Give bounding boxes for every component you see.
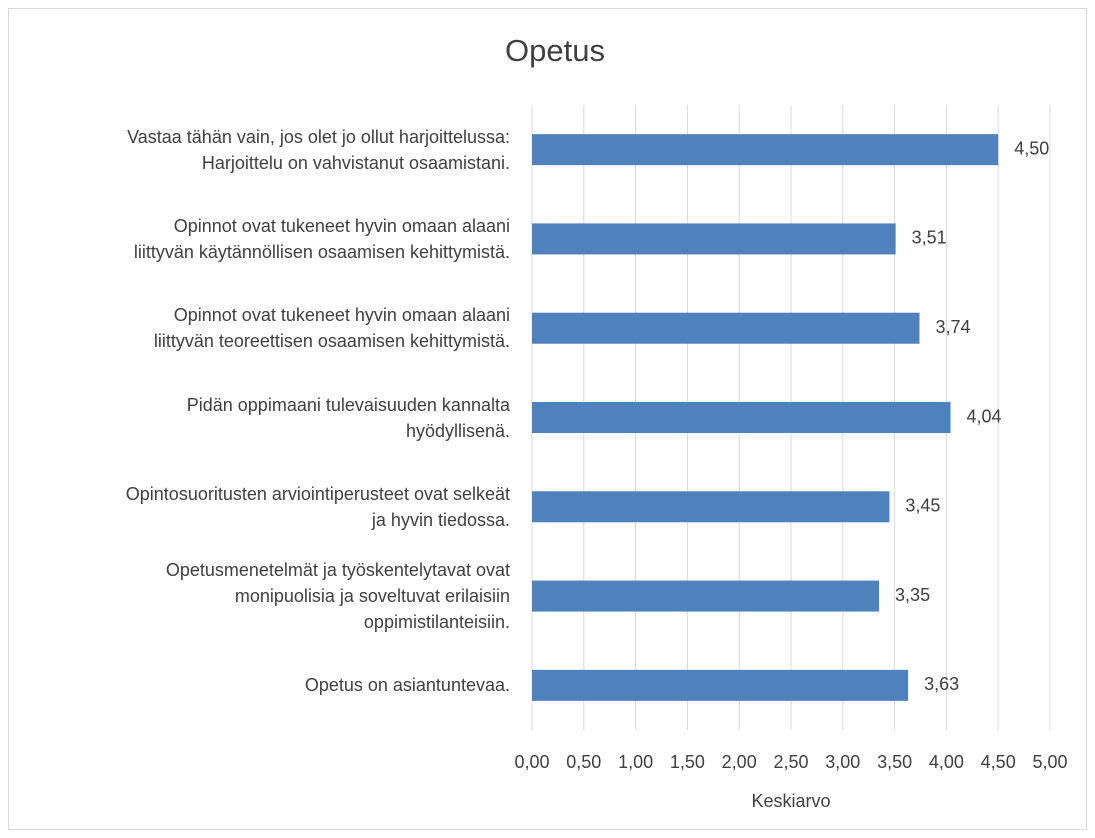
value-label: 3,45 [905,496,940,516]
bar [532,491,890,523]
bar [532,669,909,701]
value-label: 3,63 [924,674,959,694]
value-label: 4,50 [1014,138,1049,158]
x-tick-label: 1,50 [670,752,705,772]
bar [532,134,999,166]
value-label: 3,74 [935,317,970,337]
value-label: 3,35 [895,585,930,605]
x-tick-label: 4,00 [929,752,964,772]
bar [532,580,880,612]
bar [532,402,951,433]
y-tick-label: Pidän oppimaani tulevaisuuden kannalta h… [186,394,510,441]
x-tick-label: 2,00 [722,752,757,772]
y-tick-label: Opinnot ovat tukeneet hyvin omaan alaani… [133,215,510,262]
y-tick-label: Opetusmenetelmät ja työskentelytavat ova… [165,560,510,633]
x-tick-label: 0,00 [514,752,549,772]
y-tick-label: Opinnot ovat tukeneet hyvin omaan alaani… [153,305,510,352]
y-tick-label: Opetus on asiantuntevaa. [304,675,510,696]
value-label: 3,51 [912,228,947,248]
x-tick-label: 4,50 [981,752,1016,772]
bar [532,223,896,255]
x-tick-label: 3,00 [825,752,860,772]
y-tick-label: Opintosuoritusten arviointiperusteet ova… [125,483,510,530]
bar [532,312,920,344]
x-tick-label: 3,50 [877,752,912,772]
y-tick-label: Vastaa tähän vain, jos olet jo ollut har… [127,126,510,173]
x-axis-title: Keskiarvo [751,791,830,811]
value-label: 4,04 [967,406,1002,426]
x-tick-label: 5,00 [1032,752,1067,772]
x-tick-label: 1,00 [618,752,653,772]
x-tick-label: 0,50 [566,752,601,772]
x-tick-label: 2,50 [773,752,808,772]
chart-title: Opetus [505,33,605,68]
